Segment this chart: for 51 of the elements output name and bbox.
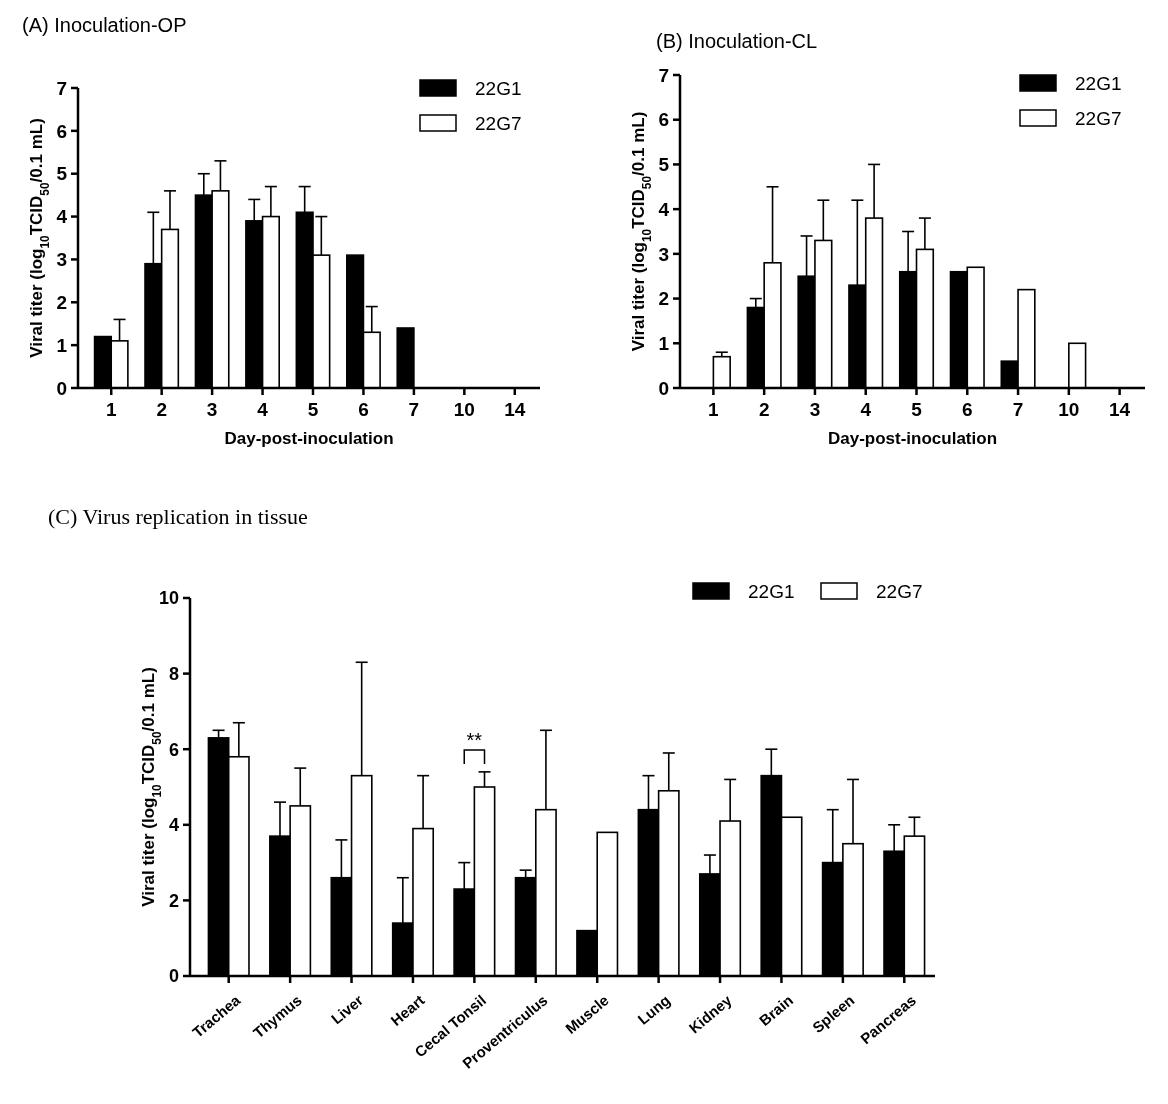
x-tick-label: 14 (504, 399, 526, 420)
y-tick-label: 4 (658, 198, 670, 220)
x-axis-title: Day-post-inoculation (827, 429, 998, 448)
chart-title: (A) Inoculation-OP (22, 14, 187, 36)
y-tick-label: 6 (168, 739, 179, 760)
y-tick-label: 1 (56, 334, 68, 356)
y-tick-label: 8 (168, 663, 179, 684)
y-tick-label: 5 (658, 154, 670, 176)
x-tick-label: 6 (358, 399, 369, 420)
y-tick-label: 7 (56, 77, 67, 99)
x-tick-label: 7 (1012, 399, 1024, 420)
x-tick-label: 10 (453, 399, 475, 420)
x-tick-label: 14 (1109, 399, 1131, 420)
legend-label: 22G7 (475, 112, 522, 134)
x-tick-label: 10 (1058, 399, 1080, 420)
y-tick-label: 4 (168, 815, 179, 836)
y-tick-label: 5 (56, 163, 68, 185)
y-tick-label: 0 (168, 966, 179, 987)
legend-label: 22G7 (876, 580, 923, 602)
x-tick-label: 3 (809, 399, 821, 420)
x-tick-label: 2 (758, 399, 770, 420)
x-tick-label: 7 (408, 399, 420, 420)
legend-label: 22G1 (475, 77, 522, 99)
x-tick-label: 3 (206, 399, 218, 420)
x-tick-label: 5 (307, 399, 319, 420)
x-tick-label: 4 (860, 399, 872, 420)
x-tick-label: 4 (257, 399, 269, 420)
legend-label: 22G1 (1075, 72, 1122, 94)
y-tick-label: 3 (658, 243, 669, 265)
legend-label: 22G1 (748, 580, 795, 602)
y-tick-label: 2 (56, 291, 67, 313)
x-tick-label: 6 (961, 399, 973, 420)
x-axis-title: Day-post-inoculation (224, 429, 394, 448)
y-tick-label: 6 (56, 120, 67, 142)
legend-label: 22G7 (1075, 107, 1122, 129)
y-tick-label: 0 (658, 377, 669, 399)
annotation: ** (466, 729, 483, 751)
y-tick-label: 10 (158, 588, 179, 609)
y-tick-label: 7 (658, 64, 669, 86)
chart-title: (B) Inoculation-CL (656, 30, 818, 52)
y-tick-label: 6 (658, 109, 669, 131)
x-tick-label: 1 (708, 399, 720, 420)
chart-title: (C) Virus replication in tissue (48, 504, 308, 529)
x-tick-label: 1 (105, 399, 117, 420)
y-tick-label: 3 (56, 249, 67, 271)
y-tick-label: 2 (658, 288, 669, 310)
y-tick-label: 0 (56, 377, 67, 399)
x-tick-label: 5 (911, 399, 923, 420)
y-tick-label: 4 (56, 206, 68, 228)
y-tick-label: 1 (658, 332, 670, 354)
y-tick-label: 2 (168, 890, 179, 911)
